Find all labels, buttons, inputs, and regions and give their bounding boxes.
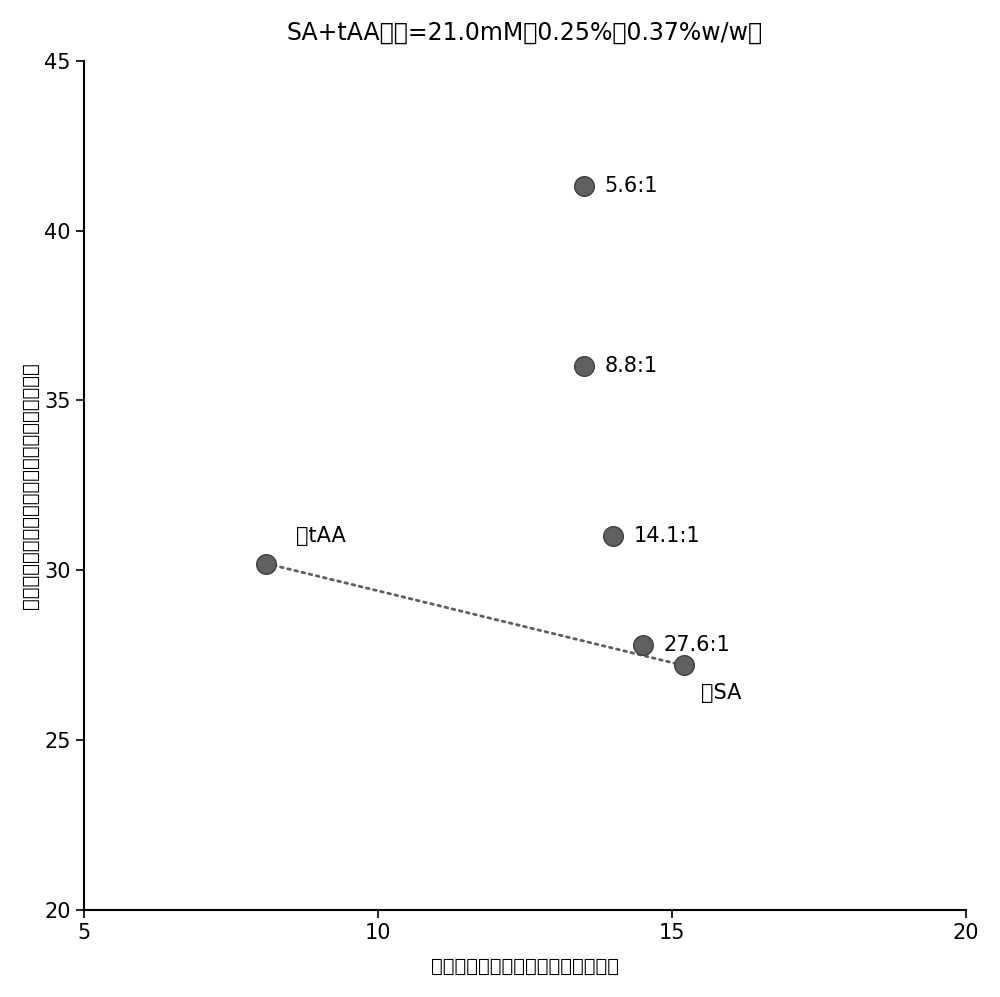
Text: 14.1:1: 14.1:1: [634, 526, 700, 546]
Point: [605, 528, 621, 544]
Text: 仅SA: 仅SA: [701, 683, 742, 703]
Point: [676, 657, 692, 673]
Title: SA+tAA浓度=21.0mM（0.25%脲0.37%w/w）: SA+tAA浓度=21.0mM（0.25%脲0.37%w/w）: [287, 21, 763, 45]
Y-axis label: 在多次处理后生物膜的除去百分比（与水相比）: 在多次处理后生物膜的除去百分比（与水相比）: [21, 362, 40, 609]
X-axis label: 细菌附着的减少百分比（与水相比）: 细菌附着的减少百分比（与水相比）: [431, 957, 619, 976]
Point: [635, 637, 651, 653]
Point: [258, 555, 274, 571]
Text: 仅tAA: 仅tAA: [296, 526, 345, 546]
Point: [576, 359, 592, 375]
Point: [576, 178, 592, 194]
Text: 8.8:1: 8.8:1: [604, 357, 657, 377]
Text: 27.6:1: 27.6:1: [663, 635, 730, 655]
Text: 5.6:1: 5.6:1: [604, 176, 658, 196]
